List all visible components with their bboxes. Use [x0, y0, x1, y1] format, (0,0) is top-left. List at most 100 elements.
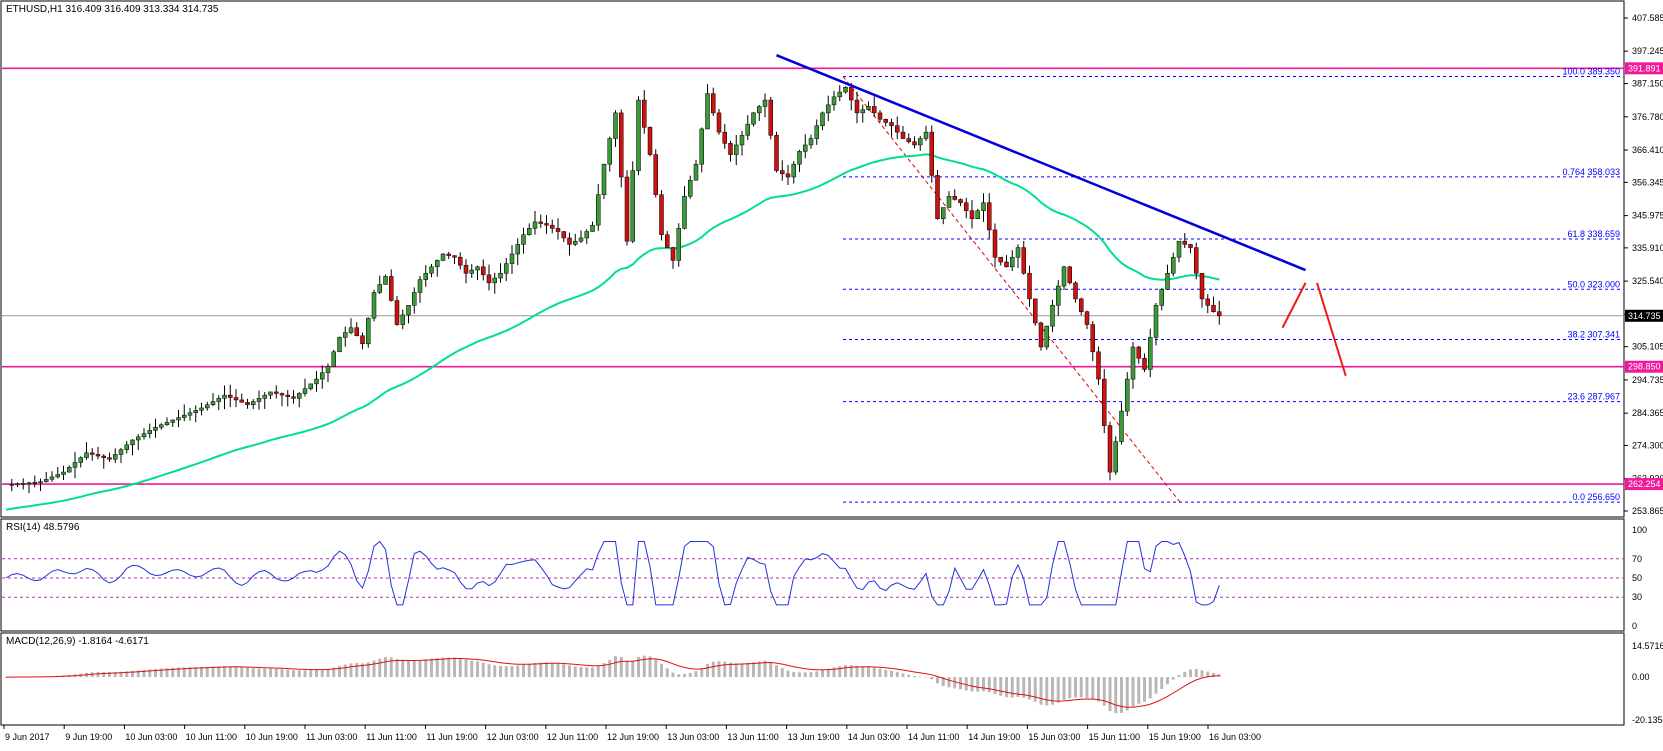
macd-histogram-bar [447, 657, 450, 677]
macd-histogram-bar [269, 669, 272, 677]
candle-body [602, 164, 606, 194]
macd-histogram-bar [838, 666, 841, 677]
macd-histogram-bar [1057, 677, 1060, 703]
candle-body [1074, 283, 1078, 299]
candle-body [1148, 337, 1152, 369]
time-tick-label: 14 Jun 11:00 [908, 732, 959, 742]
fib-label: 100.0 389.350 [1562, 66, 1620, 76]
candle-body [982, 203, 986, 211]
macd-histogram-bar [384, 657, 387, 677]
macd-histogram-bar [258, 668, 261, 677]
candle-body [1137, 347, 1141, 358]
macd-histogram-bar [896, 672, 899, 677]
macd-histogram-bar [844, 665, 847, 677]
candle-body [131, 440, 135, 445]
candle-body [792, 164, 796, 177]
candle-body [614, 113, 618, 139]
macd-histogram-bar [534, 663, 537, 677]
candle-body [1097, 352, 1101, 379]
candle-body [1051, 305, 1055, 326]
rsi-header: RSI(14) 48.5796 [6, 522, 80, 533]
candle-body [21, 483, 25, 484]
macd-histogram-bar [1005, 677, 1008, 697]
candle-body [159, 425, 163, 427]
rsi-tick-label: 0 [1632, 621, 1637, 631]
candle-body [775, 135, 779, 170]
price-tick-label: 274.300 [1632, 440, 1663, 450]
rsi-tick-label: 30 [1632, 592, 1642, 602]
macd-tick-label: -20.1358 [1632, 715, 1663, 725]
macd-histogram-bar [476, 661, 479, 677]
macd-histogram-bar [781, 668, 784, 677]
candle-body [211, 402, 215, 405]
time-tick-label: 10 Jun 19:00 [246, 732, 298, 742]
candle-body [297, 394, 301, 399]
macd-histogram-bar [994, 677, 997, 694]
candle-body [326, 366, 330, 372]
macd-histogram-bar [355, 663, 358, 677]
candle-body [320, 373, 324, 379]
candle-body [1171, 257, 1175, 273]
macd-histogram-bar [401, 660, 404, 677]
macd-histogram-bar [965, 677, 968, 690]
macd-histogram-bar [1074, 677, 1077, 697]
macd-histogram-bar [378, 659, 381, 677]
macd-histogram-bar [350, 663, 353, 677]
candle-body [108, 458, 112, 460]
price-axis: 407.585397.245387.150376.780366.410356.3… [1624, 13, 1663, 516]
macd-histogram-bar [746, 663, 749, 677]
candle-body [844, 87, 848, 92]
macd-histogram-bar [792, 672, 795, 677]
candle-body [90, 453, 94, 455]
candle-body [987, 203, 991, 230]
candle-body [1166, 273, 1170, 289]
price-tick-label: 356.345 [1632, 177, 1663, 187]
macd-histogram-bar [580, 667, 583, 677]
macd-histogram-bar [528, 664, 531, 677]
macd-histogram-bar [1091, 677, 1094, 699]
macd-histogram-bar [286, 670, 289, 677]
macd-histogram-bar [557, 663, 560, 677]
macd-histogram-bar [545, 662, 548, 677]
macd-histogram-bar [206, 667, 209, 677]
macd-histogram-bar [861, 666, 864, 677]
candle-body [67, 467, 71, 472]
candle-body [568, 238, 572, 244]
candle-body [1177, 241, 1181, 257]
symbol-header: ETHUSD,H1 316.409 316.409 313.334 314.73… [6, 4, 219, 15]
time-tick-label: 9 Jun 2017 [5, 732, 50, 742]
candle-body [539, 222, 543, 224]
candle-body [999, 257, 1003, 262]
macd-histogram-bar [706, 664, 709, 677]
macd-histogram-bar [281, 669, 284, 677]
candle-body [752, 113, 756, 124]
macd-histogram-bar [718, 661, 721, 677]
price-tick-label: 366.410 [1632, 145, 1663, 155]
candle-body [947, 196, 951, 207]
macd-histogram-bar [999, 677, 1002, 696]
sr-label: 391.891 [1628, 63, 1661, 73]
candle-body [430, 267, 434, 273]
macd-histogram-bar [925, 677, 928, 678]
time-tick-label: 12 Jun 11:00 [547, 732, 598, 742]
current-price-label: 314.735 [1628, 311, 1661, 321]
candle-body [527, 228, 531, 234]
candle-body [625, 177, 629, 241]
candle-body [608, 139, 612, 165]
macd-histogram-bar [1126, 677, 1129, 710]
macd-histogram-bar [1166, 677, 1169, 684]
candle-body [286, 395, 290, 397]
macd-histogram-bar [982, 677, 985, 691]
candle-body [113, 454, 117, 459]
price-tick-label: 305.105 [1632, 342, 1663, 352]
candle-body [809, 139, 813, 145]
macd-histogram-bar [1063, 677, 1066, 700]
macd-histogram-bar [1155, 677, 1158, 694]
candle-body [746, 124, 750, 135]
candle-body [821, 113, 825, 126]
candle-body [125, 445, 129, 450]
candle-body [33, 482, 37, 483]
macd-histogram-bar [953, 677, 956, 688]
candle-body [1206, 299, 1210, 305]
